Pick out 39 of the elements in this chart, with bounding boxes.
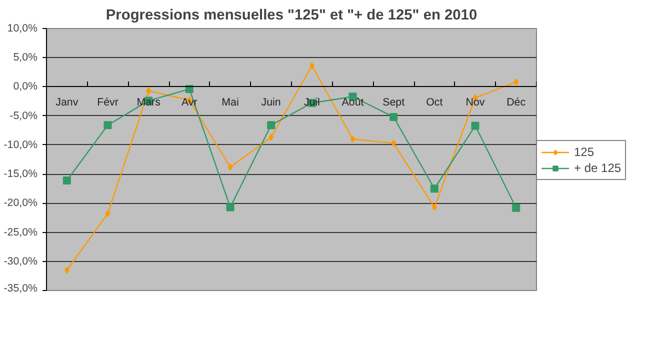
x-tick-label: Juin: [261, 96, 281, 109]
y-tick-label: -15,0%: [4, 168, 38, 180]
x-tick-label: Févr: [97, 96, 119, 109]
x-tick-label: Août: [342, 96, 364, 109]
point: [226, 203, 234, 212]
point: [105, 210, 110, 218]
y-tick-label: -30,0%: [4, 255, 38, 268]
x-tick-label: Déc: [506, 96, 526, 109]
y-tick-label: -25,0%: [4, 226, 38, 238]
point: [514, 78, 519, 86]
point: [62, 176, 71, 184]
point: [471, 122, 480, 130]
y-tick-label: -10,0%: [4, 138, 38, 151]
y-tick-label: -20,0%: [4, 197, 38, 210]
point: [146, 87, 152, 94]
point: [390, 113, 398, 121]
point: [512, 204, 520, 212]
point: [104, 121, 112, 130]
y-tick-label: 10,0%: [7, 22, 38, 34]
y-tick-label: 0,0%: [13, 80, 38, 93]
point: [267, 121, 276, 130]
point: [350, 136, 356, 143]
chart-title: Progressions mensuelles "125" et "+ de 125" en 2010: [106, 8, 478, 24]
point: [64, 266, 70, 274]
y-tick-label: -5,0%: [10, 110, 38, 122]
point: [430, 184, 438, 193]
point: [268, 134, 274, 141]
y-tick-label: -35,0%: [4, 282, 38, 294]
x-tick-label: Janv: [56, 96, 79, 109]
x-tick-label: Sept: [382, 96, 405, 109]
y-tick-label: 5,0%: [13, 52, 38, 64]
point: [391, 140, 396, 147]
point: [432, 204, 437, 211]
point: [228, 164, 233, 171]
legend-label: + de 125: [574, 161, 622, 175]
point: [309, 62, 314, 70]
x-tick-label: Oct: [426, 96, 443, 109]
legend-label: 125: [574, 145, 594, 159]
x-tick-label: Mai: [222, 96, 239, 109]
